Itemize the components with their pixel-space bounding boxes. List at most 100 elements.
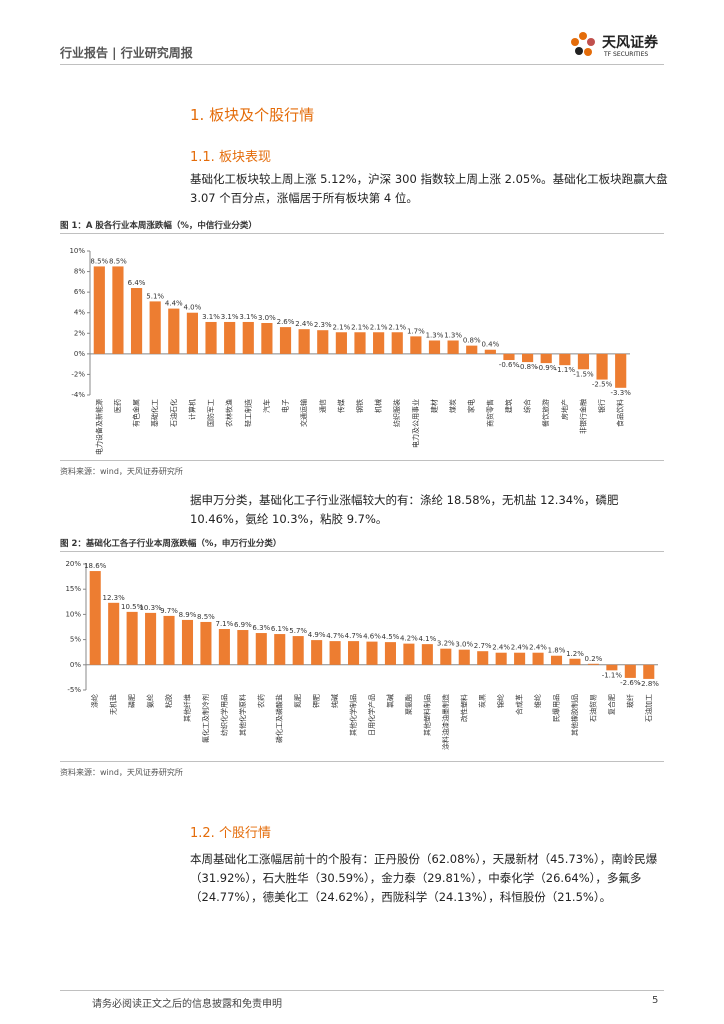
data-label: 3.0% bbox=[455, 641, 473, 649]
bar bbox=[317, 330, 329, 354]
x-tick-label: 餐饮旅游 bbox=[541, 399, 550, 427]
logo-sub: TF SECURITIES bbox=[604, 51, 649, 58]
data-label: 2.1% bbox=[332, 323, 350, 331]
x-tick-label: 轻工制造 bbox=[243, 399, 252, 427]
bar bbox=[495, 652, 507, 665]
x-tick-label: 氯碱 bbox=[385, 694, 394, 708]
bar bbox=[274, 634, 286, 665]
x-tick-label: 农药 bbox=[256, 694, 265, 708]
footer-rule bbox=[60, 990, 664, 991]
header-title: 行业报告 | 行业研究周报 bbox=[60, 46, 193, 60]
bar bbox=[421, 644, 433, 665]
x-tick-label: 食品饮料 bbox=[616, 399, 625, 427]
page-number: 5 bbox=[652, 995, 659, 1006]
section-title: 1. 板块及个股行情 bbox=[190, 106, 315, 124]
figure-rule bbox=[60, 551, 664, 552]
data-label: 0.8% bbox=[463, 337, 481, 345]
x-tick-label: 机械 bbox=[374, 399, 383, 413]
y-tick-label: -4% bbox=[71, 391, 85, 399]
bar bbox=[186, 312, 198, 354]
bar bbox=[255, 633, 267, 665]
bar bbox=[205, 321, 217, 354]
x-tick-label: 银行 bbox=[597, 399, 606, 413]
x-tick-label: 钾肥 bbox=[312, 694, 321, 708]
data-label: 2.1% bbox=[388, 323, 406, 331]
data-label: 4.6% bbox=[363, 633, 381, 641]
bar bbox=[329, 641, 341, 665]
bar bbox=[145, 612, 157, 665]
bar bbox=[89, 571, 101, 665]
bar bbox=[559, 353, 571, 366]
chart: 20% 15% 10% 5% 0% -5% 18.6% 涤纶 12.3% 无机盐 10.5% 磷肥 10… bbox=[65, 560, 659, 750]
x-tick-label: 有色金属 bbox=[132, 399, 141, 427]
x-tick-label: 氮肥 bbox=[293, 694, 302, 708]
bar bbox=[532, 652, 544, 665]
data-label: 3.0% bbox=[258, 314, 276, 322]
bar bbox=[126, 611, 138, 665]
data-label: -1.1% bbox=[555, 366, 576, 374]
bar bbox=[643, 664, 655, 679]
bar bbox=[237, 630, 249, 665]
bar bbox=[130, 288, 143, 354]
data-label: 6.1% bbox=[271, 625, 289, 633]
data-label: 7.1% bbox=[215, 620, 233, 628]
x-tick-label: 综合 bbox=[523, 399, 532, 413]
figure-rule bbox=[60, 761, 664, 762]
x-tick-label: 氨纶 bbox=[146, 694, 155, 708]
bar bbox=[514, 652, 526, 665]
bar bbox=[484, 349, 496, 354]
x-tick-label: 纺织化学用品 bbox=[219, 694, 228, 736]
data-label: 0.4% bbox=[481, 341, 499, 349]
data-label: 8.5% bbox=[197, 613, 215, 621]
bar bbox=[458, 649, 470, 665]
bar bbox=[577, 353, 590, 370]
data-label: 2.7% bbox=[474, 642, 492, 650]
x-tick-label: 聚氨酯 bbox=[404, 694, 413, 715]
x-tick-label: 建筑 bbox=[504, 399, 513, 413]
data-label: 6.9% bbox=[234, 621, 252, 629]
figure-source: 资料来源：wind，天风证券研究所 bbox=[60, 768, 183, 777]
y-tick-label: 5% bbox=[70, 636, 81, 644]
y-tick-label: 10% bbox=[65, 610, 81, 618]
x-tick-label: 维纶 bbox=[533, 694, 542, 708]
paragraph: 据申万分类，基础化工子行业涨幅较大的有：涤纶 18.58%，无机盐 12.34%… bbox=[190, 493, 619, 526]
bar bbox=[366, 641, 378, 665]
y-tick-label: 2% bbox=[74, 329, 85, 337]
data-label: 3.1% bbox=[221, 313, 239, 321]
chart: 10% 8% 6% 4% 2% 0% -2% -4% 8.5% 电力设备及新能源 8.5% 医药 6.4… bbox=[69, 247, 631, 455]
bar bbox=[348, 641, 360, 665]
bar bbox=[279, 327, 292, 354]
x-tick-label: 纺织服装 bbox=[392, 399, 401, 427]
bar bbox=[335, 332, 347, 354]
data-label: 4.9% bbox=[308, 631, 326, 639]
data-label: 2.1% bbox=[370, 323, 388, 331]
bar bbox=[292, 636, 304, 665]
data-label: 4.1% bbox=[418, 635, 436, 643]
bar bbox=[168, 308, 180, 354]
x-tick-label: 家电 bbox=[467, 399, 476, 413]
data-label: 10.5% bbox=[121, 603, 144, 611]
bar bbox=[163, 615, 175, 665]
x-tick-label: 纯碱 bbox=[330, 694, 339, 708]
bar bbox=[181, 619, 194, 665]
x-tick-label: 其他纤维 bbox=[182, 694, 191, 722]
logo-icon bbox=[571, 32, 595, 56]
figure-caption: 图 2：基础化工各子行业本周涨跌幅（%，申万行业分类） bbox=[60, 539, 282, 549]
figure-source: 资料来源：wind，天风证券研究所 bbox=[60, 467, 183, 476]
x-tick-label: 电力设备及新能源 bbox=[94, 399, 103, 455]
data-label: 3.2% bbox=[437, 640, 455, 648]
data-label: 2.6% bbox=[277, 318, 295, 326]
x-tick-label: 钢铁 bbox=[355, 399, 364, 413]
x-tick-label: 交通运输 bbox=[299, 399, 308, 427]
bar bbox=[466, 345, 478, 354]
bar bbox=[218, 629, 230, 665]
x-tick-label: 汽车 bbox=[262, 399, 271, 413]
data-label: 4.5% bbox=[382, 633, 400, 641]
data-label: 1.2% bbox=[566, 650, 584, 658]
x-tick-label: 涂料油漆油墨制造 bbox=[441, 694, 450, 750]
data-label: 6.4% bbox=[128, 279, 146, 287]
x-tick-label: 民爆用品 bbox=[552, 694, 561, 722]
header-rule bbox=[60, 64, 664, 65]
data-label: 1.3% bbox=[444, 331, 462, 339]
x-tick-label: 其他塑料制品 bbox=[422, 694, 431, 736]
